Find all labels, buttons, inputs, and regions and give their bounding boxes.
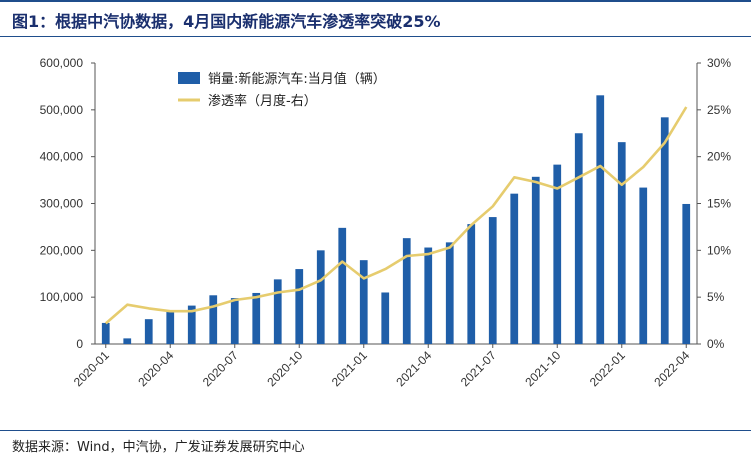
bar	[531, 176, 540, 344]
bar	[617, 142, 626, 344]
x-tick-label: 2020-07	[200, 348, 241, 389]
bar	[574, 133, 583, 344]
left-tick-label: 500,000	[40, 103, 84, 117]
bar	[682, 203, 691, 344]
left-tick-label: 300,000	[40, 197, 84, 211]
right-tick-label: 20%	[707, 150, 731, 164]
figure-title: 图1：根据中汽协数据，4月国内新能源汽车渗透率突破25%	[12, 12, 441, 31]
right-tick-label: 10%	[707, 243, 731, 257]
x-tick-label: 2021-07	[458, 348, 499, 389]
legend: 销量:新能源汽车:当月值（辆） 渗透率（月度-右）	[178, 71, 386, 109]
source-divider	[0, 430, 751, 431]
legend-bar-swatch	[178, 72, 200, 84]
left-tick-label: 400,000	[40, 150, 84, 164]
x-tick-label: 2020-10	[264, 348, 305, 389]
bar	[101, 322, 110, 344]
bar	[166, 310, 175, 344]
legend-bar-label: 销量:新能源汽车:当月值（辆）	[208, 71, 386, 87]
x-tick-label: 2021-01	[329, 348, 370, 389]
left-tick-label: 0	[76, 337, 83, 351]
bar	[639, 187, 648, 344]
bar	[123, 338, 132, 344]
right-tick-label: 15%	[707, 197, 731, 211]
right-tick-label: 25%	[707, 103, 731, 117]
left-tick-label: 100,000	[40, 290, 84, 304]
bar	[424, 247, 433, 344]
line-series	[104, 106, 688, 325]
bar	[381, 292, 390, 344]
bar	[359, 260, 368, 344]
source-note: 数据来源：Wind，中汽协，广发证券发展研究中心	[12, 440, 305, 455]
bar	[488, 217, 497, 344]
axes	[91, 62, 701, 348]
bar	[252, 292, 261, 344]
bar	[273, 279, 282, 344]
bar	[467, 224, 476, 344]
line-path	[104, 106, 688, 325]
chart: 0 100,000 200,000 300,000 400,000 500,000 600,…	[40, 56, 732, 389]
x-tick-label: 2022-01	[587, 348, 628, 389]
x-tick-label: 2021-10	[522, 348, 563, 389]
bar	[402, 238, 411, 344]
x-tick-label: 2020-01	[71, 348, 112, 389]
title-bar: 图1：根据中汽协数据，4月国内新能源汽车渗透率突破25%	[0, 0, 751, 37]
legend-line-label: 渗透率（月度-右）	[208, 93, 317, 109]
bar-series	[101, 95, 691, 345]
x-tick-label: 2020-04	[135, 348, 176, 389]
right-tick-label: 5%	[707, 290, 725, 304]
bar	[510, 193, 519, 344]
bar	[144, 319, 153, 344]
bar	[187, 305, 196, 344]
right-tick-label: 30%	[707, 56, 731, 70]
bar	[338, 227, 347, 344]
x-tick-label: 2022-04	[651, 348, 692, 389]
left-tick-label: 600,000	[40, 56, 84, 70]
left-tick-label: 200,000	[40, 243, 84, 257]
bar	[295, 269, 304, 344]
bar	[209, 295, 218, 344]
bar	[316, 250, 325, 344]
bar	[445, 242, 454, 344]
right-tick-label: 0%	[707, 337, 725, 351]
bar	[596, 95, 605, 344]
bar	[660, 117, 669, 345]
x-tick-label: 2021-04	[393, 348, 434, 389]
bar	[230, 298, 239, 344]
bar	[553, 164, 562, 344]
